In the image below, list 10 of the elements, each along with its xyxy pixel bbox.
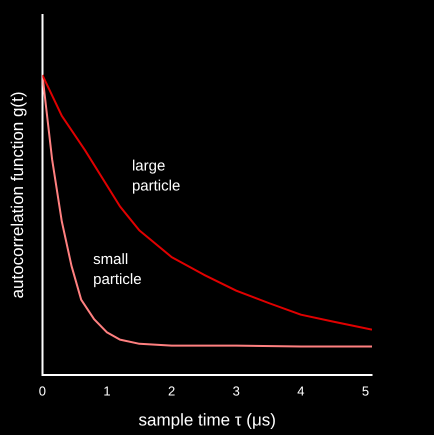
x-tick-label: 0 [38, 383, 46, 398]
x-tick-label: 4 [297, 383, 305, 398]
x-axis-title: sample time τ (μs) [138, 410, 276, 430]
x-tick-label: 3 [232, 383, 240, 398]
y-axis-title: autocorrelation function g(t) [8, 92, 27, 298]
series-label: large particle [132, 158, 180, 195]
x-tick-label: 1 [103, 383, 111, 398]
x-tick-label: 5 [362, 383, 370, 398]
x-tick-label: 2 [168, 383, 176, 398]
series-label: small particle [93, 250, 142, 288]
